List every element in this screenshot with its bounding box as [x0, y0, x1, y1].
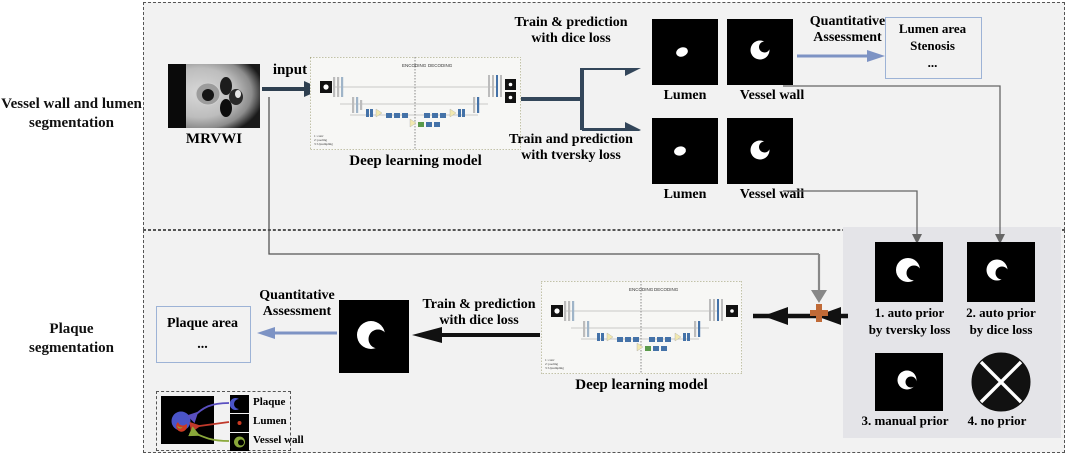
- svg-text:3: Upsampling: 3: Upsampling: [545, 366, 564, 370]
- svg-text:DECODING: DECODING: [428, 63, 453, 68]
- svg-text:ENCODING: ENCODING: [629, 287, 654, 292]
- svg-text:DECODING: DECODING: [654, 287, 679, 292]
- svg-text:ENCODING: ENCODING: [402, 63, 427, 68]
- svg-text:3: Upsampling: 3: Upsampling: [314, 142, 333, 146]
